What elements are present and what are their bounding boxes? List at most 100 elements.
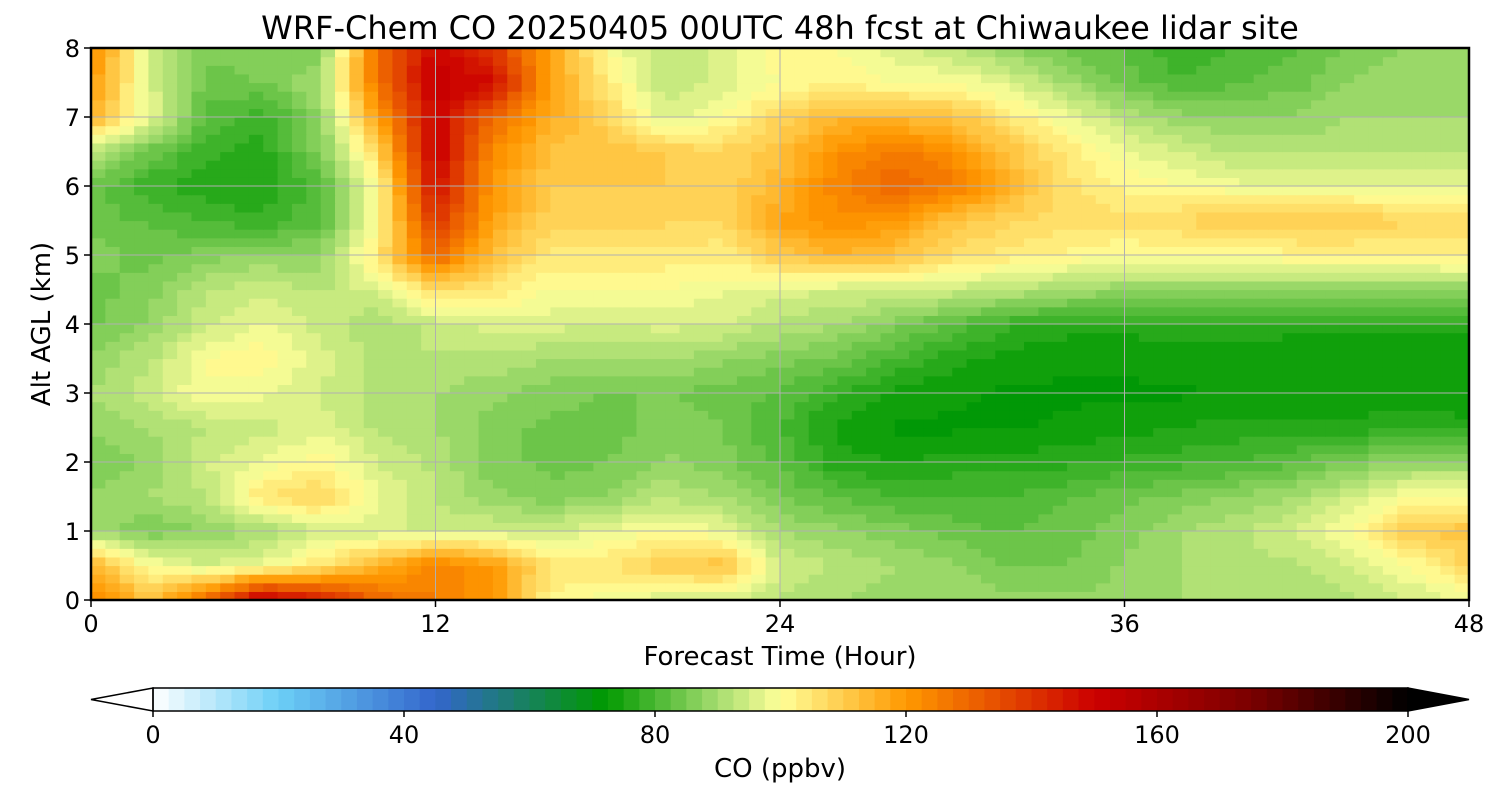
- heatmap-cell: [880, 367, 896, 377]
- heatmap-cell: [837, 186, 853, 196]
- heatmap-cell: [1440, 444, 1456, 454]
- heatmap-cell: [1067, 418, 1083, 429]
- heatmap-cell: [1239, 427, 1255, 437]
- heatmap-cell: [794, 436, 810, 446]
- heatmap-cell: [363, 522, 379, 532]
- heatmap-cell: [693, 582, 709, 592]
- heatmap-cell: [1052, 151, 1068, 161]
- heatmap-cell: [1167, 324, 1183, 334]
- heatmap-cell: [923, 246, 939, 256]
- heatmap-cell: [306, 513, 322, 523]
- heatmap-cell: [894, 444, 910, 454]
- heatmap-cell: [665, 531, 681, 541]
- heatmap-cell: [1440, 487, 1456, 498]
- heatmap-cell: [378, 280, 394, 291]
- heatmap-cell: [1024, 565, 1039, 575]
- heatmap-cell: [478, 591, 494, 601]
- heatmap-cell: [1454, 272, 1470, 282]
- heatmap-cell: [1296, 565, 1312, 575]
- heatmap-cell: [1167, 487, 1183, 498]
- heatmap-cell: [162, 246, 178, 256]
- heatmap-cell: [335, 393, 350, 403]
- heatmap-cell: [291, 151, 307, 161]
- heatmap-cell: [894, 401, 910, 411]
- heatmap-cell: [937, 220, 953, 230]
- heatmap-cell: [736, 556, 752, 567]
- heatmap-cell: [105, 289, 121, 299]
- heatmap-cell: [349, 229, 365, 239]
- heatmap-cell: [1224, 418, 1240, 429]
- heatmap-cell: [507, 453, 523, 463]
- heatmap-cell: [148, 565, 164, 575]
- heatmap-cell: [435, 462, 451, 472]
- heatmap-cell: [593, 263, 609, 273]
- heatmap-cell: [1081, 401, 1097, 411]
- heatmap-cell: [1311, 332, 1327, 342]
- heatmap-cell: [435, 246, 451, 256]
- heatmap-cell: [1124, 177, 1140, 187]
- heatmap-cell: [751, 229, 767, 239]
- heatmap-cell: [1311, 358, 1327, 368]
- heatmap-cell: [1167, 289, 1183, 299]
- heatmap-cell: [780, 237, 795, 247]
- heatmap-cell: [1454, 332, 1470, 342]
- heatmap-cell: [248, 565, 264, 575]
- heatmap-cell: [521, 349, 537, 360]
- heatmap-cell: [1138, 194, 1154, 204]
- heatmap-cell: [880, 470, 896, 480]
- heatmap-cell: [1239, 470, 1255, 480]
- heatmap-cell: [736, 160, 752, 170]
- heatmap-cell: [765, 289, 781, 299]
- heatmap-cell: [751, 194, 767, 204]
- heatmap-cell: [1253, 384, 1269, 394]
- heatmap-cell: [1454, 298, 1470, 308]
- heatmap-cell: [1354, 591, 1370, 601]
- heatmap-cell: [650, 444, 666, 454]
- heatmap-cell: [952, 410, 968, 420]
- heatmap-cell: [191, 401, 207, 411]
- heatmap-cell: [205, 229, 221, 239]
- heatmap-cell: [579, 160, 594, 170]
- heatmap-cell: [220, 237, 236, 247]
- heatmap-cell: [320, 349, 336, 360]
- heatmap-cell: [851, 462, 867, 472]
- heatmap-cell: [693, 531, 709, 541]
- heatmap-cell: [1454, 289, 1470, 299]
- heatmap-cell: [679, 401, 695, 411]
- heatmap-cell: [880, 237, 896, 247]
- heatmap-cell: [449, 367, 465, 377]
- heatmap-cell: [320, 427, 336, 437]
- heatmap-cell: [1268, 349, 1283, 360]
- heatmap-cell: [220, 151, 236, 161]
- heatmap-cell: [693, 539, 709, 549]
- heatmap-cell: [1038, 427, 1054, 437]
- heatmap-cell: [1138, 496, 1154, 506]
- heatmap-cell: [607, 332, 623, 342]
- heatmap-cell: [335, 436, 350, 446]
- heatmap-cell: [478, 556, 494, 567]
- heatmap-cell: [421, 289, 437, 299]
- heatmap-cell: [794, 556, 810, 567]
- heatmap-cell: [335, 479, 350, 489]
- heatmap-cell: [406, 289, 422, 299]
- heatmap-cell: [234, 203, 250, 213]
- heatmap-cell: [1239, 556, 1255, 567]
- heatmap-cell: [119, 255, 135, 265]
- heatmap-cell: [1024, 410, 1039, 420]
- heatmap-cell: [1411, 341, 1427, 351]
- heatmap-cell: [105, 237, 121, 247]
- heatmap-cell: [736, 203, 752, 213]
- heatmap-cell: [1311, 487, 1327, 498]
- heatmap-cell: [1296, 272, 1312, 282]
- heatmap-cell: [291, 220, 307, 230]
- heatmap-cell: [1052, 194, 1068, 204]
- heatmap-cell: [1425, 306, 1441, 316]
- heatmap-cell: [1095, 591, 1111, 601]
- heatmap-cell: [593, 565, 609, 575]
- heatmap-cell: [1368, 332, 1384, 342]
- heatmap-cell: [1124, 556, 1140, 567]
- heatmap-cell: [593, 341, 609, 351]
- heatmap-cell: [808, 427, 824, 437]
- heatmap-cell: [1253, 444, 1269, 454]
- heatmap-cell: [607, 505, 623, 515]
